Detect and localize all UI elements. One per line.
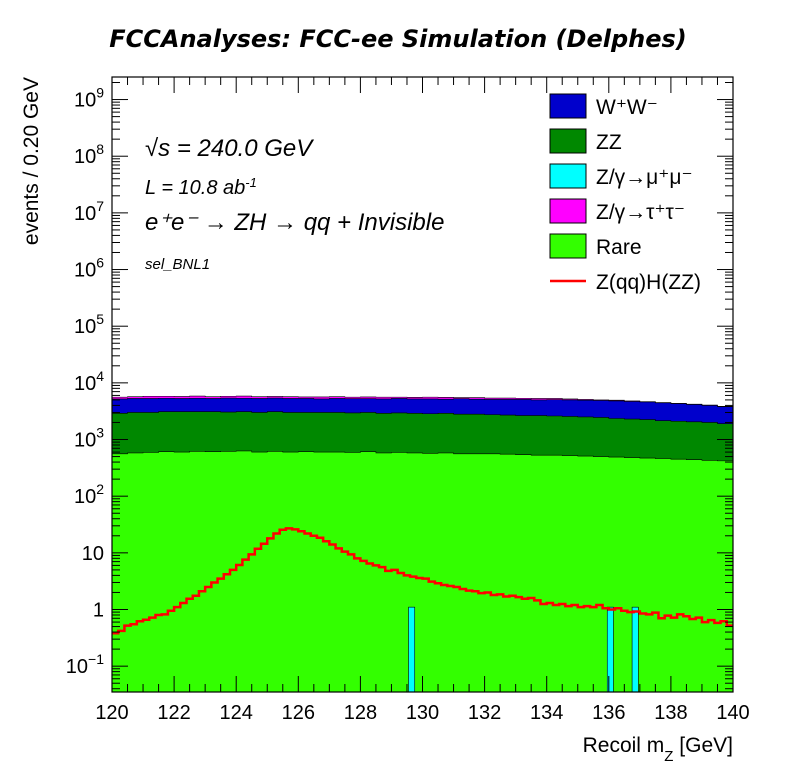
x-tick-label: 126 [282, 702, 315, 724]
legend-label: ZZ [596, 131, 622, 154]
legend-label: Z/γ→μ⁺μ⁻ [596, 166, 693, 189]
mumu-bin [631, 606, 639, 693]
x-tick-label: 124 [220, 702, 253, 724]
y-tick-label: 105 [74, 311, 104, 338]
legend-swatch [549, 93, 587, 119]
y-tick-label: 103 [74, 425, 104, 452]
y-tick-label: 102 [74, 481, 104, 508]
x-tick-label: 140 [716, 702, 749, 724]
signal-line [112, 527, 733, 635]
legend-item: W⁺W⁻ [549, 93, 658, 119]
x-tick-label: 128 [344, 702, 377, 724]
y-axis-label: events / 0.20 GeV [20, 77, 43, 245]
y-tick-label: 108 [74, 141, 104, 168]
x-tick-label: 120 [95, 702, 128, 724]
y-tick-label: 107 [74, 198, 104, 225]
y-tick-label: 10−1 [66, 651, 104, 678]
annotations: √s = 240.0 GeV L = 10.8 ab-1 e⁺e⁻ → ZH →… [145, 135, 444, 273]
x-tick-label: 134 [530, 702, 563, 724]
legend-item: Z(qq)H(ZZ) [550, 271, 701, 294]
legend-item: Rare [549, 233, 642, 259]
axes: 120 122 124 126 128 130 132 134 136 138 140 10−1 1 10… [66, 77, 750, 724]
mumu-bin [408, 606, 416, 693]
annotation-sqrt-s: √s = 240.0 GeV [145, 135, 314, 162]
annotation-lumi: L = 10.8 ab-1 [145, 175, 257, 200]
x-tick-label: 132 [468, 702, 501, 724]
annotation-selection: sel_BNL1 [145, 256, 210, 273]
x-tick-label: 136 [592, 702, 625, 724]
y-tick-label: 106 [74, 255, 104, 282]
legend-swatch [549, 198, 587, 224]
legend-label: W⁺W⁻ [596, 96, 658, 119]
legend-item: ZZ [549, 128, 622, 154]
x-tick-label: 130 [406, 702, 439, 724]
legend-swatch [549, 128, 587, 154]
legend-swatch [549, 233, 587, 259]
legend-label: Z/γ→τ⁺τ⁻ [596, 201, 685, 224]
legend: W⁺W⁻ ZZ Z/γ→μ⁺μ⁻ Z/γ→τ⁺τ⁻ Rare Z(qq)H(ZZ) [549, 93, 701, 294]
x-tick-label: 122 [157, 702, 190, 724]
legend-item: Z/γ→τ⁺τ⁻ [549, 198, 685, 224]
plot-area [111, 395, 734, 693]
legend-item: Z/γ→μ⁺μ⁻ [549, 163, 693, 189]
y-tick-label: 10 [82, 543, 104, 565]
legend-swatch [549, 163, 587, 189]
y-tick-label: 104 [74, 368, 104, 395]
mumu-bin [606, 606, 614, 693]
annotation-process: e⁺e⁻ → ZH → qq + Invisible [145, 209, 444, 236]
legend-label: Z(qq)H(ZZ) [596, 271, 701, 294]
x-axis-label: Recoil mZ [GeV] [583, 734, 733, 765]
legend-label: Rare [596, 236, 642, 259]
chart-title: FCCAnalyses: FCC-ee Simulation (Delphes) [109, 25, 687, 53]
x-tick-label: 138 [654, 702, 687, 724]
y-tick-label: 109 [74, 85, 104, 112]
stack-rare [111, 450, 734, 693]
y-tick-label: 1 [93, 600, 104, 622]
